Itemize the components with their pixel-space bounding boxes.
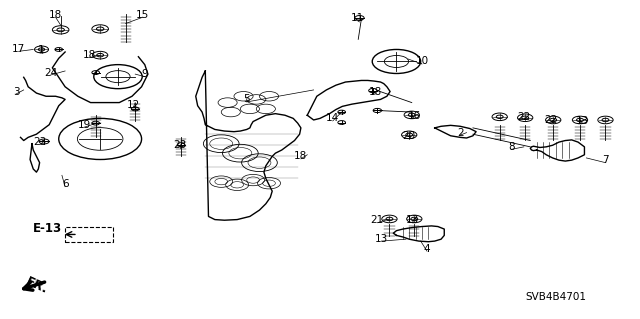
Text: 15: 15 xyxy=(136,10,150,20)
Text: 22: 22 xyxy=(517,112,531,122)
Text: 18: 18 xyxy=(83,50,96,60)
Text: E-13: E-13 xyxy=(33,222,62,235)
Text: 18: 18 xyxy=(294,151,307,161)
Text: 1: 1 xyxy=(38,45,44,56)
Text: 13: 13 xyxy=(375,234,388,243)
Text: 2: 2 xyxy=(457,128,463,137)
Text: 4: 4 xyxy=(424,244,430,254)
Text: 18: 18 xyxy=(369,86,382,97)
Text: 18: 18 xyxy=(49,10,62,20)
Text: 16: 16 xyxy=(408,111,421,121)
Text: 14: 14 xyxy=(326,113,339,123)
Text: 19: 19 xyxy=(77,120,91,130)
Text: 11: 11 xyxy=(350,13,364,23)
Text: 5: 5 xyxy=(243,94,250,104)
Text: 7: 7 xyxy=(602,155,609,165)
Text: 13: 13 xyxy=(576,116,589,126)
Text: FR.: FR. xyxy=(23,275,50,296)
Bar xyxy=(65,227,113,242)
Text: 8: 8 xyxy=(508,142,515,152)
Text: 21: 21 xyxy=(371,215,384,225)
Text: 17: 17 xyxy=(12,44,25,54)
Text: SVB4B4701: SVB4B4701 xyxy=(525,292,586,302)
Text: 13: 13 xyxy=(406,215,419,225)
Text: 23: 23 xyxy=(173,140,186,150)
Text: 3: 3 xyxy=(13,86,19,97)
Text: 6: 6 xyxy=(62,179,68,189)
Text: 12: 12 xyxy=(127,100,140,110)
Text: 24: 24 xyxy=(44,68,57,78)
Text: 23: 23 xyxy=(33,137,46,147)
Text: 9: 9 xyxy=(141,69,148,79)
Text: 20: 20 xyxy=(403,131,416,141)
Text: 22: 22 xyxy=(544,115,557,125)
Text: 10: 10 xyxy=(415,56,429,66)
